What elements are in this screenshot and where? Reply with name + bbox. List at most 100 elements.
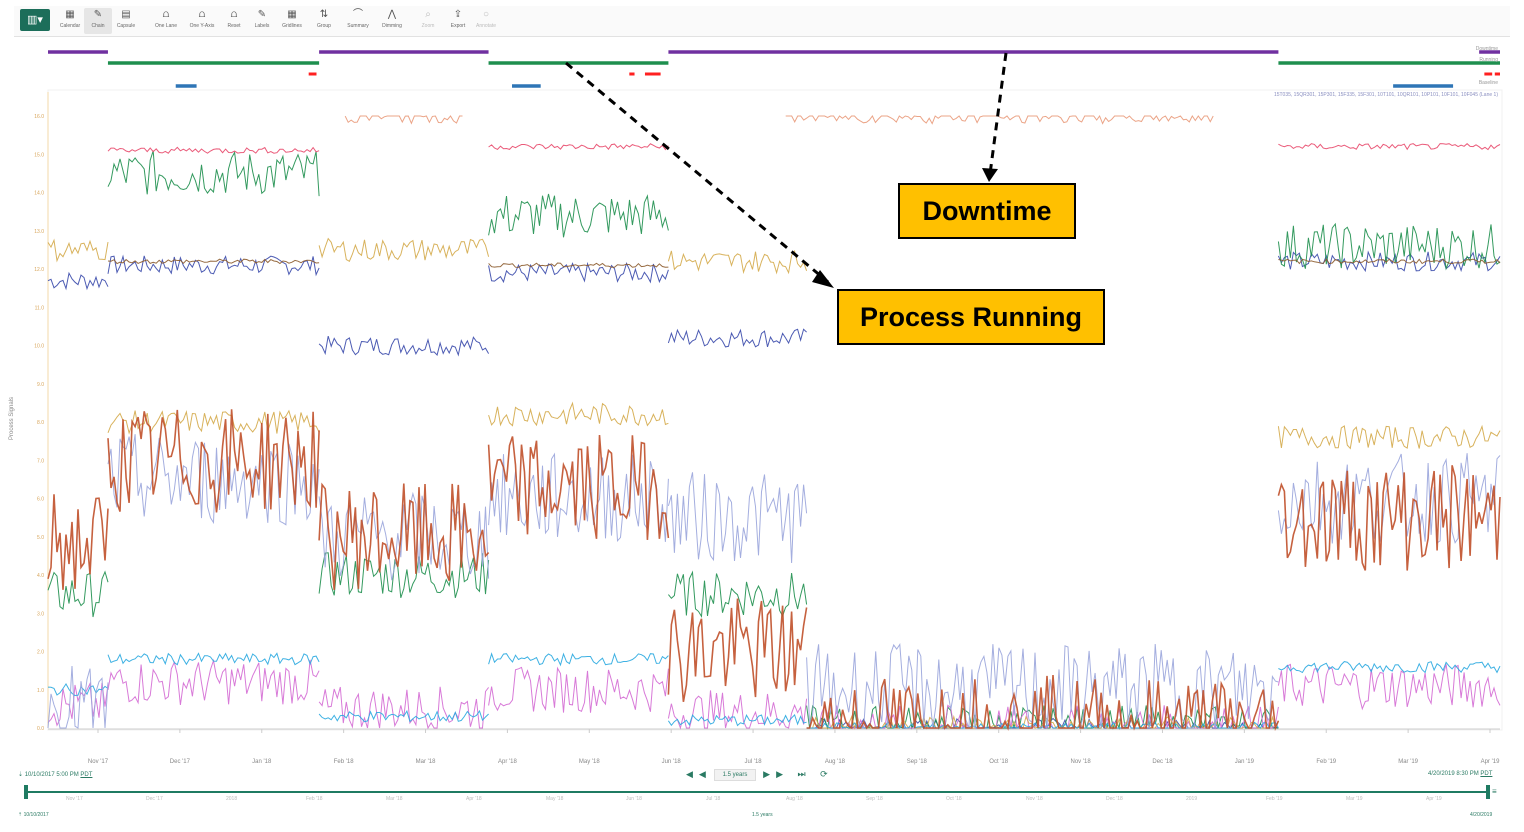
plot-area (47, 89, 1503, 731)
overview-handle-left[interactable] (24, 785, 28, 799)
y-tick-label: 6.0 (37, 497, 44, 503)
annotate-icon: ○ (482, 9, 490, 20)
toolbar-label: Capsule (116, 23, 136, 29)
series-line-10p101 (488, 452, 669, 543)
toolbar-label: One Lane (155, 23, 177, 29)
series-line-10f101 (667, 598, 808, 702)
toolbar-group-button[interactable]: ⇅ Group (310, 8, 338, 34)
y-tick-label: 13.0 (34, 229, 44, 235)
y-tick-label: 4.0 (37, 573, 44, 579)
y-tick-label: 0.0 (37, 726, 44, 732)
overview-tick-label: Mar '18 (386, 796, 403, 802)
overview-tick-label: Oct '18 (946, 796, 962, 802)
toolbar-label: Calendar (59, 23, 81, 29)
reset-icon: ⩍ (230, 9, 238, 20)
series-line-15f301 (107, 652, 320, 666)
series-line-15p301 (107, 658, 320, 705)
x-tick-label: Jul '18 (744, 759, 762, 765)
series-line-10p101 (47, 665, 109, 729)
y-tick-label: 8.0 (37, 420, 44, 426)
capsule-lane-label: Downtime (1476, 46, 1498, 52)
series-line-10f101 (806, 675, 1280, 732)
series-line-15p301 (1277, 663, 1501, 711)
toolbar-zoom-button[interactable]: ⌕ Zoom (414, 8, 442, 34)
toolbar-summary-button[interactable]: ⌒ Summary (344, 8, 372, 34)
series-line-15qr301 (47, 570, 109, 618)
series-line-15f301 (47, 683, 109, 697)
toolbar-labels-button[interactable]: ✎ Labels (248, 8, 276, 34)
series-line-15qr301 (318, 552, 490, 598)
end-datetime[interactable]: 4/20/2019 8:30 PM PDT (1428, 771, 1493, 777)
series-line-10qr101 (488, 262, 669, 268)
overview-track (26, 791, 1490, 793)
overview-tick-label: Mar '19 (1346, 796, 1363, 802)
toolbar-label: Chain (91, 23, 105, 29)
series-line-15qr301 (488, 193, 669, 238)
toolbar-label: Dimming (382, 23, 402, 29)
x-tick-label: Apr '18 (498, 759, 517, 765)
series-line-15f301 (488, 652, 669, 667)
calendar-icon: ▦ (65, 9, 75, 20)
start-datetime[interactable]: ⇣ 10/10/2017 5:00 PM PDT (18, 772, 93, 778)
y-tick-label: 11.0 (35, 305, 45, 311)
toolbar-label: Gridlines (282, 23, 302, 29)
toolbar-one-y-axis-button[interactable]: ⩍ One Y-Axis (188, 8, 216, 34)
series-line-10t101 (488, 143, 669, 151)
overview-tick-label: Feb '18 (306, 796, 323, 802)
toolbar-dimming-button[interactable]: ⋀ Dimming (378, 8, 406, 34)
toolbar-annotate-button[interactable]: ○ Annotate (472, 8, 500, 34)
series-line-15t035 (47, 271, 109, 291)
toolbar-calendar-button[interactable]: ▦ Calendar (56, 8, 84, 34)
overview-expand-icon[interactable]: ≡ (1492, 787, 1497, 796)
overview-tick-label: Apr '18 (466, 796, 482, 802)
series-line-15f335 (318, 237, 490, 263)
overview-slider[interactable] (20, 785, 1502, 799)
arrow-downtime-head (982, 168, 998, 182)
x-tick-label: Feb '18 (334, 759, 354, 765)
overview-handle-right[interactable] (1486, 785, 1490, 799)
series-line-10f101 (47, 494, 109, 590)
series-line-15f335 (1277, 424, 1501, 450)
time-navigation-icons[interactable]: ◀◀ ◀ ▶ ▶▶ ⏭ ⟳ (686, 769, 834, 779)
series-line-10qr101 (1278, 258, 1501, 265)
view-selector-button[interactable]: ▥▾ (20, 9, 50, 31)
range-duration[interactable]: 1.5 years (714, 769, 756, 781)
x-tick-label: Jan '19 (1235, 759, 1255, 765)
toolbar-gridlines-button[interactable]: ▦ Gridlines (278, 8, 306, 34)
gridlines-icon: ▦ (287, 9, 297, 20)
toolbar-export-button[interactable]: ⇪ Export (444, 8, 472, 34)
series-line-15qr301 (1277, 222, 1501, 271)
y-tick-label: 15.0 (34, 152, 44, 158)
series-line-15f301 (1278, 661, 1501, 674)
overview-tick-label: Jun '18 (626, 796, 642, 802)
one-y-axis-icon: ⩍ (198, 9, 206, 20)
callout-downtime: Downtime (898, 183, 1076, 239)
x-tick-label: Mar '18 (416, 759, 436, 765)
series-line-15p301 (488, 666, 669, 713)
series-line-15f301 (318, 709, 489, 723)
toolbar-reset-button[interactable]: ⩍ Reset (220, 8, 248, 34)
series-line-10f101 (318, 482, 490, 590)
toolbar-one-lane-button[interactable]: ⩍ One Lane (152, 8, 180, 34)
toolbar-label: Annotate (475, 23, 497, 29)
capsule-lane-label: Running (1479, 57, 1498, 63)
x-tick-label: May '18 (579, 759, 600, 765)
toolbar-chain-button[interactable]: ✎ Chain (84, 8, 112, 34)
overview-tick-label: Dec '17 (146, 796, 163, 802)
x-tick-label: Jun '18 (662, 759, 682, 765)
x-tick-label: Apr '19 (1481, 759, 1500, 765)
overview-end-date: 4/20/2019 (1470, 812, 1493, 818)
toolbar-label: Zoom (421, 23, 435, 29)
series-line-15f335 (667, 249, 808, 275)
y-axis-title: Process Signals (9, 396, 15, 440)
overview-tick-label: Nov '18 (1026, 796, 1043, 802)
zoom-icon: ⌕ (425, 9, 431, 20)
overview-axis: Nov '17 Dec '17 2018 Feb '18 Mar '18 Apr '18 M… (0, 796, 1524, 806)
export-icon: ⇪ (453, 9, 463, 20)
y-tick-label: 5.0 (37, 535, 44, 541)
overview-tick-label: 2018 (226, 796, 238, 802)
x-tick-label: Nov '17 (88, 759, 109, 765)
toolbar-capsule-button[interactable]: ▤ Capsule (112, 8, 140, 34)
arrow-running-head (812, 270, 834, 288)
